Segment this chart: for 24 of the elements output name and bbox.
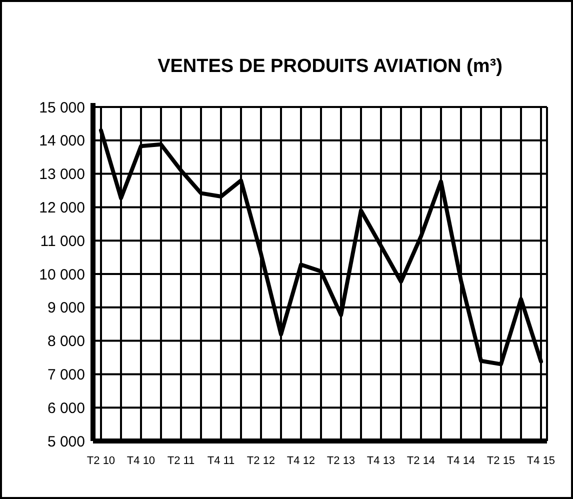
- y-tick-label: 8 000: [47, 333, 85, 350]
- y-tick-label: 7 000: [47, 366, 85, 384]
- x-tick-label: T4 14: [446, 455, 476, 467]
- chart-title: VENTES DE PRODUITS AVIATION (m³): [158, 56, 502, 77]
- x-tick-label: T4 12: [286, 455, 316, 467]
- y-tick-label: 9 000: [47, 300, 85, 317]
- x-tick-label: T4 11: [207, 455, 235, 467]
- y-tick-label: 13 000: [39, 166, 85, 184]
- x-tick-label: T4 13: [366, 455, 396, 467]
- y-tick-label: 6 000: [47, 400, 85, 417]
- x-tick-label: T4 10: [126, 455, 156, 467]
- x-tick-label: T2 15: [486, 455, 516, 467]
- x-tick-label: T2 10: [86, 455, 116, 467]
- y-tick-label: 10 000: [39, 266, 85, 284]
- x-tick-label: T2 12: [246, 455, 276, 467]
- y-tick-label: 15 000: [39, 99, 85, 116]
- y-tick-label: 11 000: [40, 232, 85, 250]
- y-tick-label: 5 000: [47, 433, 85, 450]
- x-tick-label: T4 15: [526, 455, 556, 467]
- y-tick-label: 14 000: [39, 132, 85, 150]
- x-tick-label: T2 13: [326, 455, 356, 467]
- x-tick-label: T2 14: [406, 455, 436, 467]
- x-tick-label: T2 11: [167, 455, 195, 467]
- y-tick-label: 12 000: [39, 199, 85, 216]
